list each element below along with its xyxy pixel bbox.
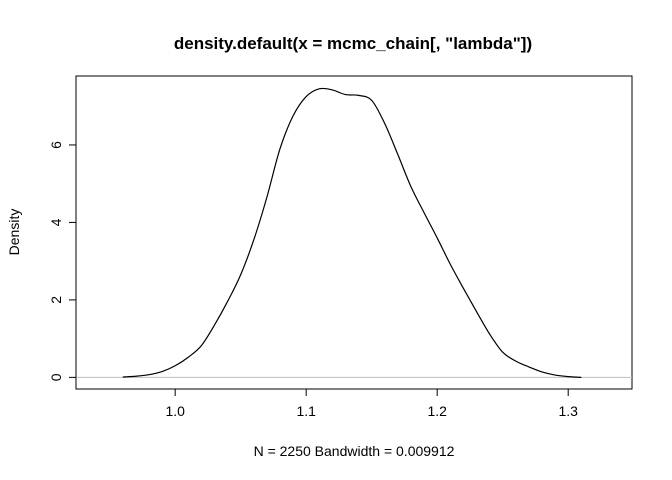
y-tick-label: 4 xyxy=(48,218,64,226)
y-tick-label: 6 xyxy=(48,141,64,149)
y-axis-label: Density xyxy=(6,209,22,256)
x-tick-label: 1.3 xyxy=(558,403,578,419)
x-tick-label: 1.1 xyxy=(296,403,316,419)
x-tick-label: 1.0 xyxy=(165,403,185,419)
chart-title: density.default(x = mcmc_chain[, "lambda… xyxy=(174,34,532,53)
y-tick-label: 2 xyxy=(48,296,64,304)
x-tick-label: 1.2 xyxy=(427,403,447,419)
x-axis-label: N = 2250 Bandwidth = 0.009912 xyxy=(254,443,455,459)
density-curve xyxy=(122,87,582,378)
y-axis: 0 2 4 6 xyxy=(48,141,77,381)
x-axis: 1.0 1.1 1.2 1.3 xyxy=(165,388,578,419)
plot-frame xyxy=(75,75,633,390)
y-tick-label: 0 xyxy=(48,373,64,381)
